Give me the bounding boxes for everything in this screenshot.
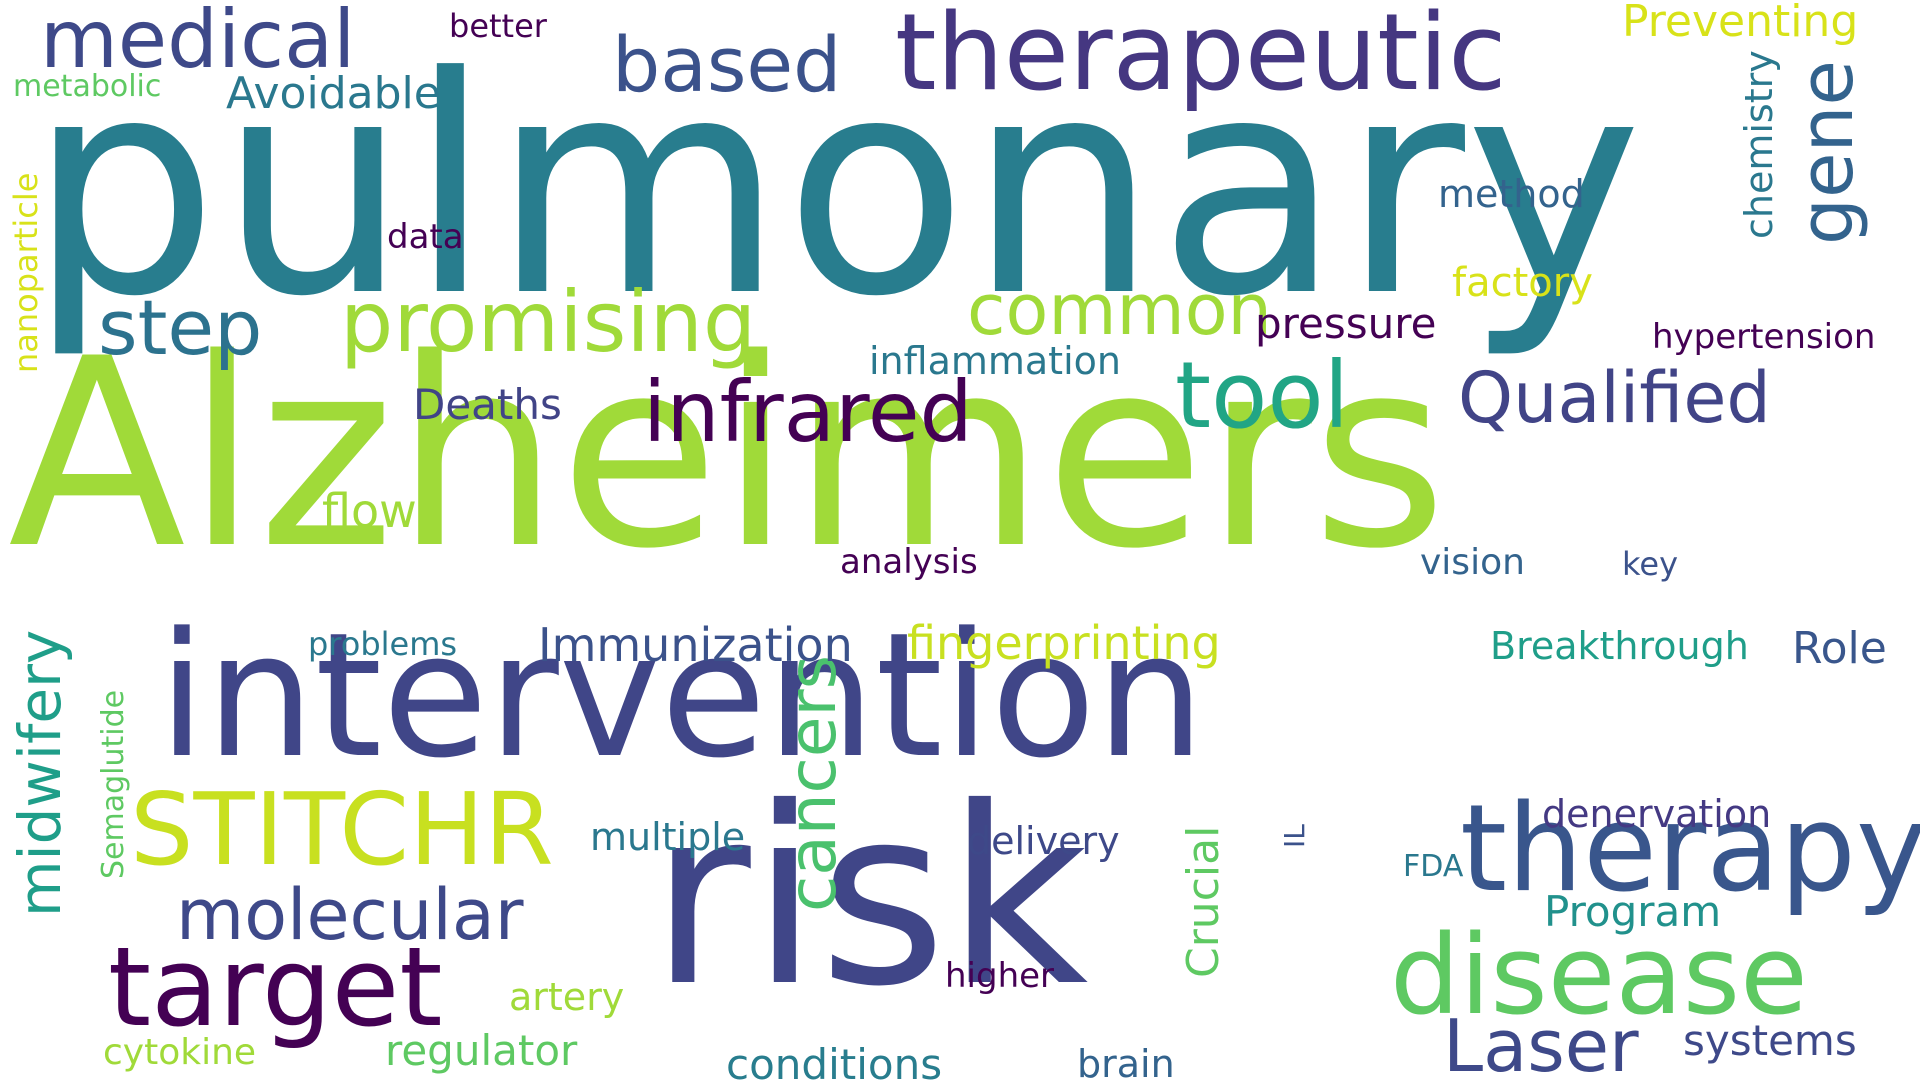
word-key: key <box>1622 545 1679 583</box>
word-better: better <box>449 7 547 45</box>
word-problems: problems <box>308 625 458 663</box>
word-fingerprinting: fingerprinting <box>907 616 1221 670</box>
word-conditions: conditions <box>726 1040 943 1080</box>
word-method: method <box>1438 172 1585 216</box>
word-therapy: therapy <box>1460 780 1920 919</box>
word-il: IL <box>1278 824 1311 848</box>
word-semaglutide: Semaglutide <box>96 689 131 879</box>
word-flow: flow <box>322 484 417 538</box>
word-gene: gene <box>1784 60 1870 245</box>
word-nanoparticle: nanoparticle <box>7 172 45 373</box>
word-midwifery: midwifery <box>6 629 74 917</box>
word-data: data <box>387 217 464 257</box>
word-denervation: denervation <box>1542 792 1772 836</box>
word-crucial: Crucial <box>1178 825 1229 978</box>
word-qualified: Qualified <box>1458 357 1771 439</box>
word-intervention: intervention <box>158 595 1205 796</box>
word-laser: Laser <box>1443 1004 1639 1080</box>
word-breakthrough: Breakthrough <box>1490 624 1749 668</box>
word-medical: medical <box>40 0 356 86</box>
word-brain: brain <box>1077 1042 1175 1080</box>
word-alzheimers: Alzheimers <box>8 304 1448 606</box>
word-molecular: molecular <box>176 874 524 956</box>
word-step: step <box>98 283 263 372</box>
word-target: target <box>108 923 443 1051</box>
word-pressure: pressure <box>1255 299 1437 348</box>
word-infrared: infrared <box>643 363 973 461</box>
word-multiple: multiple <box>590 815 746 859</box>
word-analysis: analysis <box>840 542 978 582</box>
word-chemistry: chemistry <box>1737 50 1781 239</box>
word-fda: FDA <box>1403 849 1464 884</box>
word-risk: risk <box>650 755 1089 1040</box>
word-systems: systems <box>1683 1016 1857 1065</box>
word-disease: disease <box>1390 911 1808 1039</box>
word-tool: tool <box>1175 342 1350 449</box>
word-hypertension: hypertension <box>1652 317 1876 357</box>
word-immunization: Immunization <box>538 618 853 672</box>
word-cancers: cancers <box>774 655 851 912</box>
word-factory: factory <box>1452 260 1593 306</box>
word-based: based <box>612 20 842 109</box>
word-role: Role <box>1792 623 1887 674</box>
word-therapeutic: therapeutic <box>895 0 1507 114</box>
word-pulmonary: pulmonary <box>28 13 1643 362</box>
word-artery: artery <box>509 975 625 1019</box>
word-delivery: delivery <box>967 819 1120 863</box>
word-stitchr: STITCHR <box>130 771 554 888</box>
word-preventing: Preventing <box>1622 0 1859 47</box>
word-higher: higher <box>945 956 1055 996</box>
word-common: common <box>967 269 1272 351</box>
word-metabolic: metabolic <box>13 69 162 104</box>
word-cytokine: cytokine <box>103 1032 257 1073</box>
word-avoidable: Avoidable <box>226 68 441 119</box>
word-promising: promising <box>340 273 757 371</box>
word-program: Program <box>1544 887 1722 936</box>
word-inflammation: inflammation <box>869 339 1121 383</box>
word-vision: vision <box>1420 542 1525 583</box>
word-deaths: Deaths <box>413 380 562 429</box>
word-regulator: regulator <box>385 1026 578 1075</box>
